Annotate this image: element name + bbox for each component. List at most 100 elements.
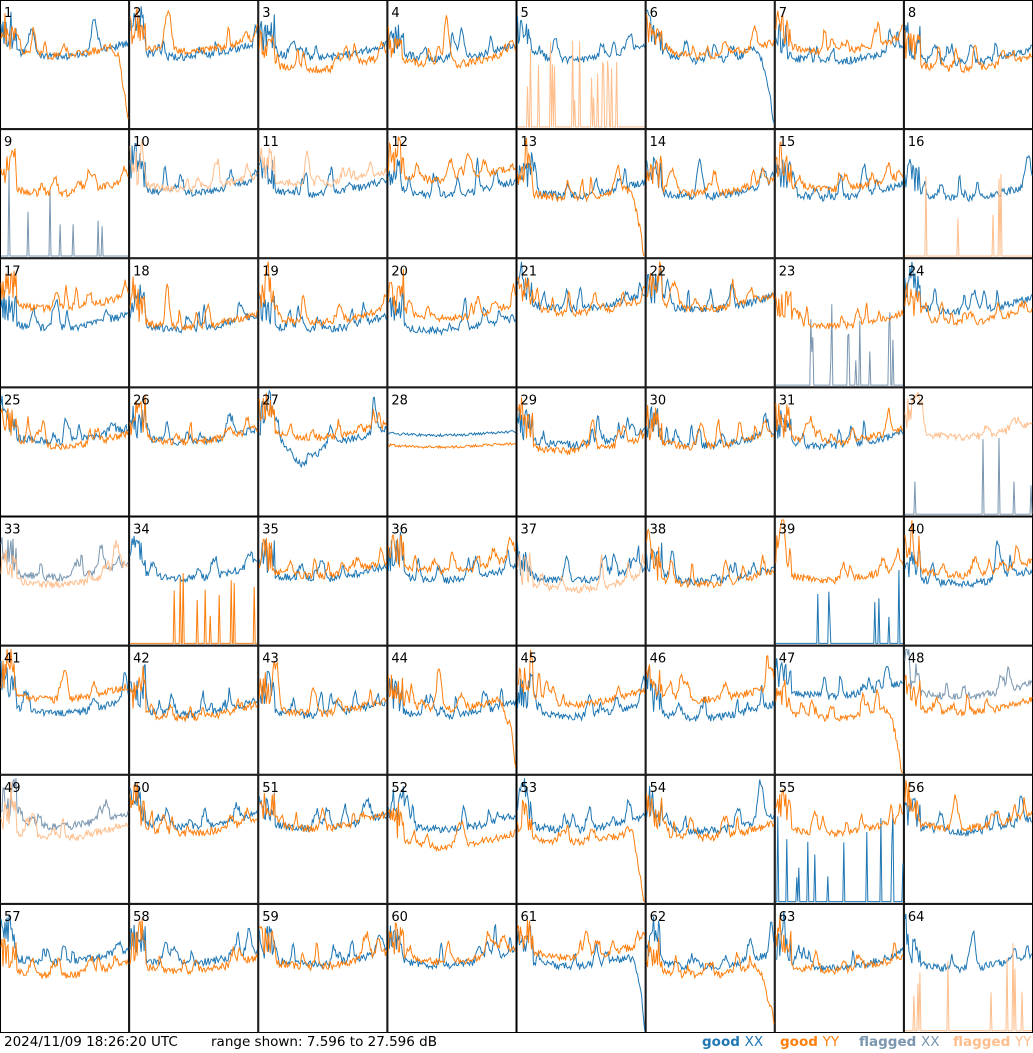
tile-frame [516, 645, 646, 775]
tile-number: 33 [4, 523, 21, 538]
trace-xx-44 [387, 678, 516, 721]
trace-yy-39 [775, 519, 904, 585]
tile-number: 57 [4, 910, 21, 925]
trace-yy-43 [258, 661, 387, 718]
tile-number: 34 [133, 523, 150, 538]
trace-xx-33 [0, 537, 129, 583]
tile-42: 42 [129, 645, 259, 775]
tile-number: 47 [779, 652, 796, 667]
tile-frame [645, 645, 775, 775]
tile-23: 23 [774, 258, 904, 388]
tile-3: 3 [258, 0, 388, 130]
trace-yy-6 [646, 13, 775, 61]
trace-yy-35 [258, 538, 387, 580]
tile-frame [645, 387, 775, 517]
trace-xx-34 [129, 536, 258, 584]
trace-yy-36 [387, 534, 516, 576]
tile-number: 19 [262, 264, 279, 279]
trace-xx-35 [258, 537, 387, 582]
tile-frame [387, 387, 517, 517]
trace-yy-61 [517, 919, 646, 962]
tile-frame [387, 516, 517, 646]
tile-63: 63 [774, 903, 904, 1033]
tile-frame [387, 903, 517, 1033]
trace-xx-54 [646, 779, 775, 836]
trace-xx-48 [904, 648, 1033, 701]
tile-frame [258, 645, 388, 775]
legend-flagged-yy: flagged YY [953, 1034, 1032, 1050]
tile-38: 38 [645, 516, 775, 646]
trace-yy-52 [387, 802, 516, 853]
tile-number: 55 [779, 781, 796, 796]
tile-frame [0, 645, 130, 775]
tile-frame [258, 258, 388, 388]
trace-xx-58 [129, 924, 258, 968]
tile-43: 43 [258, 645, 388, 775]
tile-60: 60 [387, 903, 517, 1033]
trace-yy-28 [387, 442, 516, 450]
tile-46: 46 [645, 645, 775, 775]
tile-number: 6 [650, 6, 658, 21]
tile-7: 7 [774, 0, 904, 130]
tile-frame [129, 129, 259, 259]
trace-yy-30 [646, 404, 774, 451]
tile-number: 16 [908, 135, 925, 150]
trace-xx-50 [129, 787, 258, 832]
trace-yy-26 [129, 394, 258, 446]
tile-9: 9 [0, 129, 130, 259]
trace-xx-17 [0, 290, 129, 332]
tile-11: 11 [258, 129, 388, 259]
tile-frame [645, 0, 775, 130]
tile-frame [516, 258, 646, 388]
trace-yy-1 [0, 13, 129, 119]
trace-yy-25 [0, 408, 129, 451]
trace-yy-54 [646, 793, 775, 842]
trace-xx-3 [258, 14, 387, 62]
trace-yy-14 [646, 155, 775, 199]
tile-number: 27 [262, 393, 279, 408]
tile-number: 58 [133, 910, 150, 925]
tile-frame [774, 0, 904, 130]
trace-xx-27 [258, 389, 387, 469]
tile-34: 34 [129, 516, 259, 646]
tile-number: 46 [650, 652, 667, 667]
trace-yy-47 [775, 679, 903, 773]
tile-frame [129, 516, 259, 646]
tile-frame [387, 129, 517, 259]
tile-frame [774, 903, 904, 1033]
tile-45: 45 [516, 645, 646, 775]
tile-frame [0, 516, 130, 646]
trace-xx-4 [387, 24, 516, 64]
tile-number: 14 [650, 135, 667, 150]
trace-xx-23 [775, 304, 903, 386]
tile-frame [0, 258, 130, 388]
tile-frame [516, 774, 646, 904]
tile-number: 24 [908, 264, 925, 279]
tile-number: 53 [521, 781, 538, 796]
tile-number: 37 [521, 523, 538, 538]
tile-number: 50 [133, 781, 150, 796]
tile-number: 25 [4, 393, 21, 408]
trace-xx-45 [517, 672, 646, 722]
trace-xx-51 [258, 792, 387, 833]
tile-number: 35 [262, 523, 279, 538]
trace-xx-43 [258, 670, 387, 720]
trace-xx-8 [904, 22, 1033, 67]
tile-44: 44 [387, 645, 517, 775]
trace-yy-64 [904, 943, 1032, 1032]
tile-49: 49 [0, 774, 130, 904]
tile-number: 44 [391, 652, 408, 667]
tile-number: 28 [391, 393, 408, 408]
tile-number: 26 [133, 393, 150, 408]
tile-56: 56 [903, 774, 1033, 904]
trace-xx-64 [904, 913, 1033, 974]
tile-53: 53 [516, 774, 646, 904]
tile-22: 22 [645, 258, 775, 388]
trace-yy-53 [517, 799, 645, 902]
trace-yy-7 [775, 10, 903, 57]
trace-yy-50 [129, 782, 258, 837]
tile-number: 23 [779, 264, 796, 279]
trace-xx-22 [646, 266, 775, 313]
trace-xx-53 [517, 778, 646, 835]
trace-yy-29 [517, 397, 645, 455]
